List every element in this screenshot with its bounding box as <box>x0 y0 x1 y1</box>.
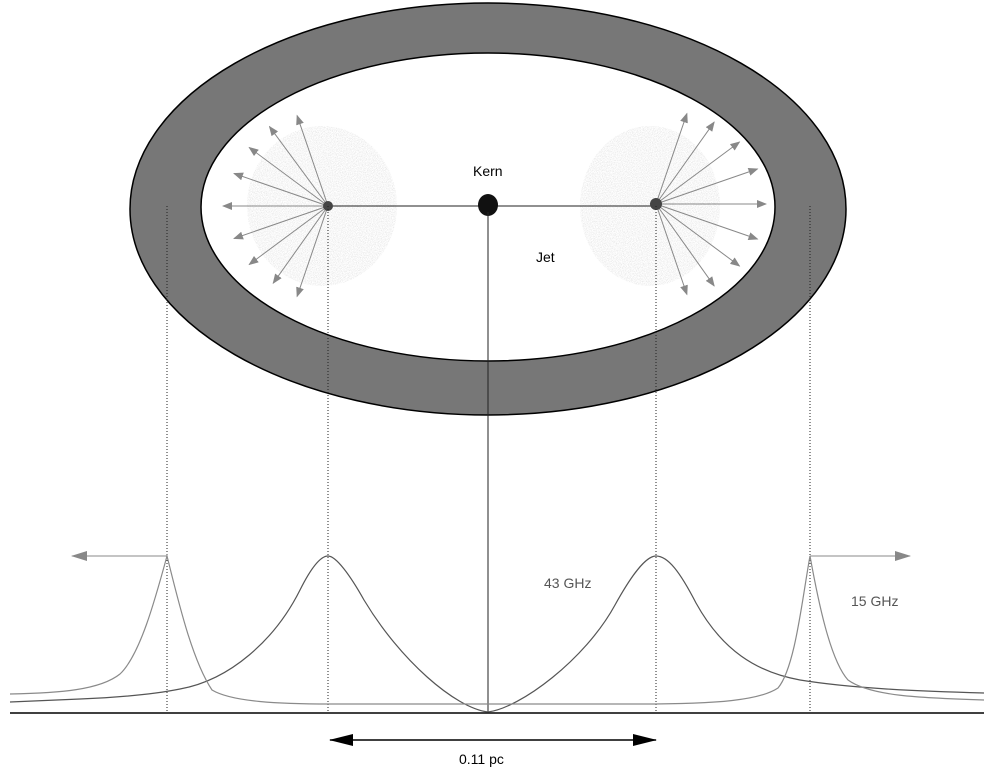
arrow-bundle-right <box>655 112 767 296</box>
radial-arrow <box>655 203 688 296</box>
radial-arrow <box>655 203 741 267</box>
radial-arrow <box>268 125 329 207</box>
radial-arrow <box>655 203 759 240</box>
radial-arrow <box>655 121 715 205</box>
curve-43ghz <box>9 555 984 713</box>
radial-arrow <box>248 146 329 207</box>
core-dot <box>478 194 498 216</box>
core-label: Kern <box>473 163 503 179</box>
label-15ghz: 15 GHz <box>851 593 898 609</box>
radial-arrow <box>272 205 329 285</box>
curve-15ghz <box>9 553 984 705</box>
radial-arrow <box>248 205 329 266</box>
radial-arrow <box>296 114 329 207</box>
knot-right <box>650 198 662 210</box>
radial-arrow <box>655 168 759 205</box>
radial-arrow <box>233 172 329 207</box>
arrow-bundle-left <box>222 114 329 298</box>
radial-arrow <box>655 141 741 205</box>
radial-arrow <box>296 205 329 298</box>
radial-arrow <box>233 205 329 240</box>
scale-label: 0.11 pc <box>459 751 504 767</box>
label-43ghz: 43 GHz <box>544 575 591 591</box>
radial-arrow <box>655 112 688 205</box>
radial-arrow <box>655 203 715 287</box>
jet-label: Jet <box>536 249 555 265</box>
